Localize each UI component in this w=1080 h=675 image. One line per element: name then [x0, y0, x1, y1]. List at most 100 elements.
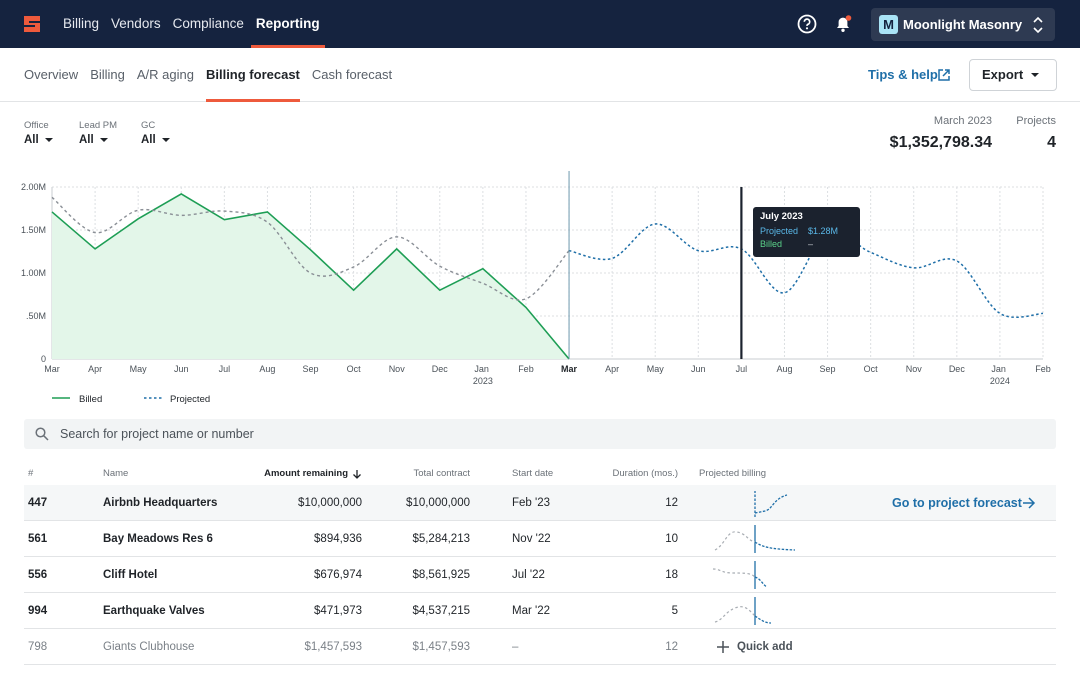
x-tick-label: Feb: [518, 364, 534, 374]
help-icon[interactable]: [796, 13, 818, 35]
sparkline: [714, 597, 772, 625]
table-cell: Jul '22: [512, 569, 545, 581]
table-cell: $1,457,593: [304, 641, 362, 653]
table-row[interactable]: [24, 485, 1056, 521]
caret: [1031, 73, 1039, 77]
arrow-icon: [1023, 497, 1036, 509]
x-tick-label: Jun: [174, 364, 189, 374]
search-box[interactable]: Search for project name or number: [24, 419, 1056, 449]
table-cell: $471,973: [314, 605, 362, 617]
tab[interactable]: Overview: [24, 67, 79, 82]
nav-item[interactable]: Reporting: [250, 0, 325, 48]
y-tick-label: 2.00M: [21, 182, 46, 192]
switch-icon: [1033, 16, 1043, 34]
column-header[interactable]: Name: [103, 468, 129, 479]
table-cell: $5,284,213: [412, 533, 470, 545]
legend-label: Billed: [79, 394, 102, 405]
tooltip-label: Projected: [760, 226, 799, 236]
y-tick-label: 0: [41, 354, 46, 364]
filter-value[interactable]: All: [24, 134, 54, 146]
table-cell: $10,000,000: [298, 497, 362, 509]
x-tick-label: May: [130, 364, 148, 374]
company-name: Moonlight Masonry: [903, 17, 1023, 32]
summary-label: March 2023: [933, 115, 992, 127]
notifications-icon[interactable]: [833, 13, 855, 35]
table-cell: Airbnb Headquarters: [103, 497, 218, 509]
tooltip-label: Billed: [760, 239, 783, 249]
column-header[interactable]: #: [28, 468, 34, 479]
x-tick-label: Jan 2023: [473, 364, 493, 386]
legend-label: Projected: [170, 394, 210, 405]
export-button[interactable]: Export: [969, 59, 1057, 91]
tab[interactable]: Billing: [90, 67, 125, 82]
table-cell: $10,000,000: [406, 497, 470, 509]
table-row[interactable]: [24, 521, 1056, 557]
table-row[interactable]: [24, 557, 1056, 593]
summary-value: 4: [1047, 134, 1056, 151]
table-cell: Cliff Hotel: [103, 569, 158, 581]
table-cell: $4,537,215: [412, 605, 470, 617]
billed-area: [52, 193, 570, 359]
table-cell: 18: [665, 569, 678, 581]
row-action[interactable]: Go to project forecast: [892, 496, 1022, 510]
x-tick-label: Sep: [820, 364, 836, 374]
caret: [99, 137, 108, 142]
filter-label: GC: [141, 120, 156, 131]
x-tick-label: Jun: [691, 364, 706, 374]
table-cell: 10: [665, 533, 678, 545]
sparkline: [714, 525, 796, 553]
tips-link[interactable]: Tips & help: [868, 67, 938, 82]
table-cell: Giants Clubhouse: [103, 641, 195, 653]
tabs-row: Overview Billing A/R aging Billing forecast…: [0, 48, 1080, 102]
x-tick-label: Oct: [864, 364, 879, 374]
tooltip-value: –: [808, 239, 814, 249]
filter-value[interactable]: All: [79, 134, 109, 146]
summary-label: Projects: [1016, 115, 1056, 127]
table-row[interactable]: [24, 629, 1056, 665]
sparkline: [712, 561, 768, 589]
column-header[interactable]: Total contract: [413, 468, 471, 479]
tooltip-title: July 2023: [760, 211, 803, 222]
nav-item[interactable]: Compliance: [172, 16, 244, 31]
tab[interactable]: Billing forecast: [205, 48, 300, 102]
column-header[interactable]: Duration (mos.): [612, 468, 678, 479]
table-cell: 556: [28, 569, 48, 581]
top-bar: Billing Vendors Compliance Reporting M Moon…: [0, 0, 1080, 48]
tabs: Overview Billing A/R aging Billing forecast…: [24, 48, 393, 102]
logo[interactable]: [22, 14, 42, 34]
table-cell: $676,974: [314, 569, 362, 581]
tooltip-value: $1.28M: [808, 226, 839, 236]
table-cell: Bay Meadows Res 6: [103, 533, 213, 545]
tooltip: July 2023 Projected $1.28M Billed –: [753, 207, 860, 257]
column-header[interactable]: Start date: [512, 468, 554, 479]
tab[interactable]: A/R aging: [136, 67, 194, 82]
company-switcher[interactable]: M Moonlight Masonry: [871, 8, 1055, 41]
x-tick-label: Nov: [389, 364, 406, 374]
search-placeholder: Search for project name or number: [60, 427, 254, 441]
table-cell: 12: [665, 497, 678, 509]
billed-line: [51, 192, 570, 360]
column-header[interactable]: Amount remaining: [264, 468, 348, 479]
table-cell: 798: [28, 641, 48, 653]
x-tick-label: Apr: [88, 364, 102, 374]
export-label: Export: [982, 67, 1024, 82]
table-cell: Nov '22: [512, 533, 551, 545]
x-tick-label: Aug: [776, 364, 792, 374]
x-tick-label: Jul: [736, 364, 748, 374]
table-row[interactable]: [24, 593, 1056, 629]
tab[interactable]: Cash forecast: [311, 67, 393, 82]
x-tick-label: Dec: [949, 364, 966, 374]
column-header[interactable]: Projected billing: [699, 468, 767, 479]
table-cell: 12: [665, 641, 678, 653]
x-tick-label: Nov: [906, 364, 923, 374]
projected-line: [568, 223, 1044, 319]
nav-item[interactable]: Billing: [63, 16, 100, 31]
plus-icon: [717, 641, 729, 653]
y-tick-label: 1.50M: [21, 225, 46, 235]
nav-item[interactable]: Vendors: [111, 16, 161, 31]
quick-add[interactable]: Quick add: [737, 641, 793, 653]
external-icon: [938, 69, 950, 81]
filter-value[interactable]: All: [141, 134, 171, 146]
table-cell: Mar '22: [512, 605, 550, 617]
